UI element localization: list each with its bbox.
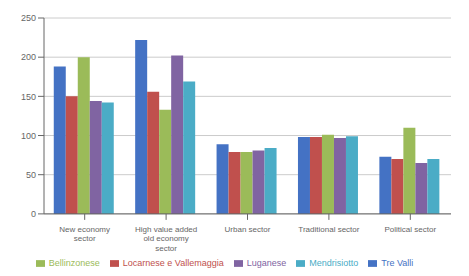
html-text:Mendrisiotto: Mendrisiotto [309,257,359,268]
svg-text:100: 100 [21,131,36,141]
svg-text:Traditional sector: Traditional sector [298,225,359,234]
svg-text:Political sector: Political sector [385,225,437,234]
svg-text:0: 0 [31,209,36,219]
svg-text:Urban sector: Urban sector [225,225,271,234]
html-text:Locarnese e Vallemaggia: Locarnese e Vallemaggia [122,257,224,268]
svg-text:200: 200 [21,52,36,62]
svg-text:New economysector: New economysector [59,225,110,243]
svg-text:250: 250 [21,13,36,23]
svg-text:150: 150 [21,92,36,102]
svg-text:50: 50 [26,170,36,180]
html-text:Luganese: Luganese [246,257,287,268]
svg-text:High value addedold economysec: High value addedold economysector [135,225,197,252]
html-text:Bellinzonese: Bellinzonese [48,257,100,268]
html-text:Tre Valli: Tre Valli [381,257,414,268]
